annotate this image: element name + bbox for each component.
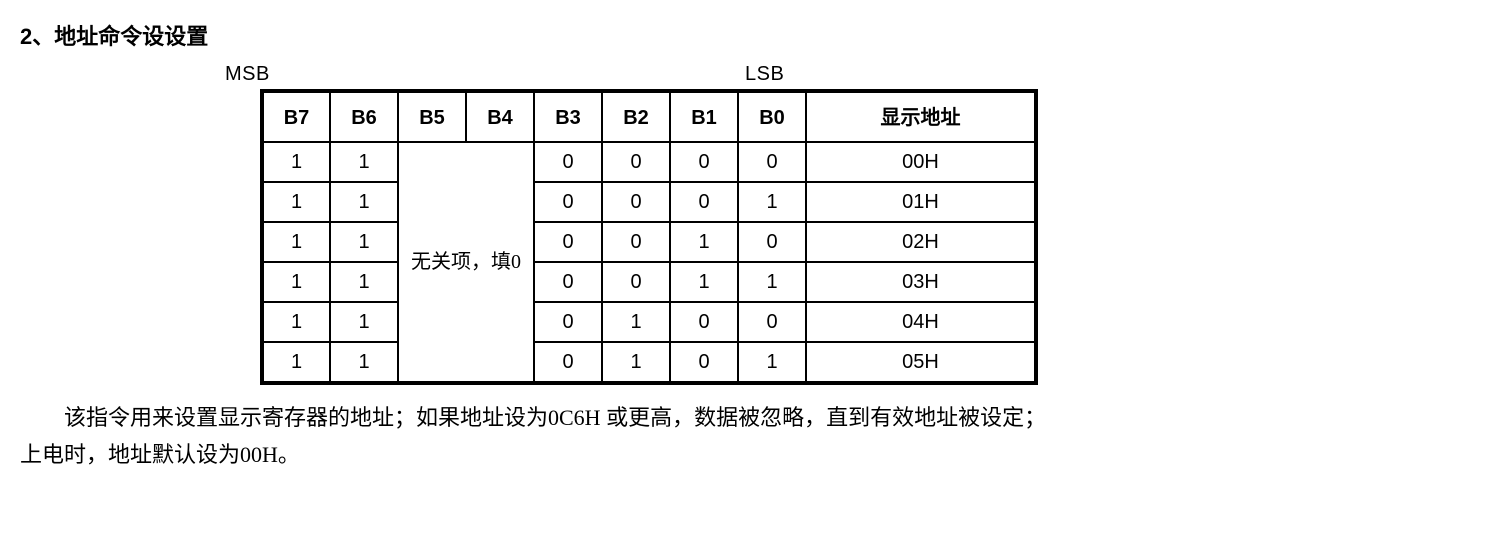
- lsb-label: LSB: [745, 59, 784, 89]
- cell-b7: 1: [262, 302, 330, 342]
- cell-b1: 1: [670, 262, 738, 302]
- cell-b6: 1: [330, 222, 398, 262]
- cell-b3: 0: [534, 302, 602, 342]
- section-heading: 2、地址命令设设置: [20, 20, 1472, 53]
- col-b3: B3: [534, 91, 602, 142]
- cell-b1: 0: [670, 182, 738, 222]
- table-body: 1 1 无关项，填0 0 0 0 0 00H 1 1 0 0 0 1 01H 1…: [262, 142, 1036, 383]
- col-b1: B1: [670, 91, 738, 142]
- cell-b0: 1: [738, 262, 806, 302]
- address-command-table: B7 B6 B5 B4 B3 B2 B1 B0 显示地址 1 1 无关项，填0 …: [260, 89, 1038, 385]
- table-header-row: B7 B6 B5 B4 B3 B2 B1 B0 显示地址: [262, 91, 1036, 142]
- cell-addr: 03H: [806, 262, 1036, 302]
- table-row: 1 1 0 1 0 0 04H: [262, 302, 1036, 342]
- cell-b2: 1: [602, 302, 670, 342]
- cell-b1: 0: [670, 142, 738, 182]
- col-b7: B7: [262, 91, 330, 142]
- cell-b3: 0: [534, 142, 602, 182]
- cell-addr: 04H: [806, 302, 1036, 342]
- cell-b0: 0: [738, 302, 806, 342]
- cell-b0: 0: [738, 222, 806, 262]
- cell-b2: 0: [602, 142, 670, 182]
- cell-b1: 0: [670, 342, 738, 383]
- cell-b6: 1: [330, 302, 398, 342]
- cell-addr: 02H: [806, 222, 1036, 262]
- cell-b7: 1: [262, 182, 330, 222]
- cell-b0: 1: [738, 342, 806, 383]
- bit-order-labels: MSB LSB: [200, 59, 1472, 89]
- table-row: 1 1 无关项，填0 0 0 0 0 00H: [262, 142, 1036, 182]
- col-b2: B2: [602, 91, 670, 142]
- table-row: 1 1 0 1 0 1 05H: [262, 342, 1036, 383]
- cell-b3: 0: [534, 342, 602, 383]
- description-line2: 上电时，地址默认设为00H。: [20, 442, 300, 467]
- table-row: 1 1 0 0 1 1 03H: [262, 262, 1036, 302]
- cell-b6: 1: [330, 142, 398, 182]
- description-paragraph: 该指令用来设置显示寄存器的地址；如果地址设为0C6H 或更高，数据被忽略，直到有…: [20, 399, 1472, 474]
- col-b5: B5: [398, 91, 466, 142]
- col-b4: B4: [466, 91, 534, 142]
- cell-b3: 0: [534, 262, 602, 302]
- table-row: 1 1 0 0 0 1 01H: [262, 182, 1036, 222]
- cell-b3: 0: [534, 222, 602, 262]
- cell-addr: 00H: [806, 142, 1036, 182]
- cell-b7: 1: [262, 342, 330, 383]
- cell-b6: 1: [330, 342, 398, 383]
- cell-b7: 1: [262, 142, 330, 182]
- cell-b6: 1: [330, 262, 398, 302]
- cell-b7: 1: [262, 222, 330, 262]
- cell-b0: 0: [738, 142, 806, 182]
- cell-b3: 0: [534, 182, 602, 222]
- cell-b1: 1: [670, 222, 738, 262]
- cell-b0: 1: [738, 182, 806, 222]
- cell-addr: 01H: [806, 182, 1036, 222]
- msb-label: MSB: [200, 59, 295, 89]
- cell-b2: 1: [602, 342, 670, 383]
- cell-addr: 05H: [806, 342, 1036, 383]
- merged-dontcare-cell: 无关项，填0: [398, 142, 534, 383]
- col-b6: B6: [330, 91, 398, 142]
- cell-b6: 1: [330, 182, 398, 222]
- col-b0: B0: [738, 91, 806, 142]
- cell-b7: 1: [262, 262, 330, 302]
- cell-b2: 0: [602, 222, 670, 262]
- cell-b2: 0: [602, 262, 670, 302]
- cell-b1: 0: [670, 302, 738, 342]
- table-row: 1 1 0 0 1 0 02H: [262, 222, 1036, 262]
- description-line1: 该指令用来设置显示寄存器的地址；如果地址设为0C6H 或更高，数据被忽略，直到有…: [64, 405, 1046, 430]
- cell-b2: 0: [602, 182, 670, 222]
- col-display-address: 显示地址: [806, 91, 1036, 142]
